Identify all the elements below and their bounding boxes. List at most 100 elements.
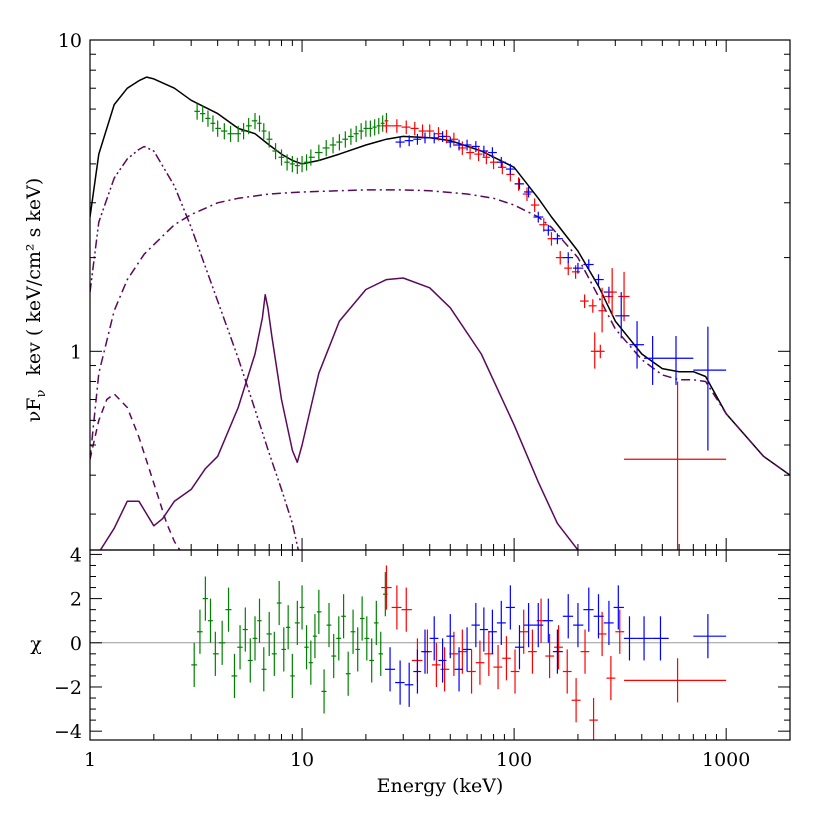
residual-point [543, 598, 553, 643]
spectrum-point [289, 156, 295, 173]
spectrum-point [552, 233, 563, 245]
spectrum-point [353, 125, 359, 143]
residual-point [391, 585, 402, 630]
residual-point [505, 585, 515, 630]
y-tick-label: −4 [54, 721, 82, 743]
spectrum-point [234, 125, 241, 143]
residual-point [562, 594, 574, 639]
spectrum-point [533, 211, 544, 223]
residual-point [271, 631, 277, 676]
residual-point [308, 640, 313, 685]
spectrum-point [418, 124, 427, 138]
spectrum-point [450, 132, 459, 147]
residual-point [237, 625, 243, 670]
residual-point [257, 598, 262, 643]
spectrum-point [372, 119, 377, 136]
y-tick-label: 10 [58, 30, 82, 52]
y-tick-label: 4 [70, 544, 82, 566]
spectrum-point [410, 121, 419, 136]
residual-point [652, 616, 669, 661]
residual-point [326, 603, 332, 648]
residual-point [304, 625, 309, 670]
residual-point [197, 609, 203, 654]
residual-point [290, 653, 295, 699]
residual-point [378, 631, 384, 676]
residual-point [355, 627, 360, 672]
residual-point [421, 629, 430, 674]
residual-point [624, 658, 727, 703]
spectrum-point [482, 150, 490, 165]
spectrum-point [329, 137, 337, 154]
spectrum-point [413, 133, 422, 145]
residual-point [191, 642, 198, 687]
residual-point [554, 625, 563, 670]
residual-point [510, 649, 520, 694]
residual-point [573, 603, 584, 648]
residual-panel: −4 −2 0 2 4 1 10 100 1000 [54, 544, 791, 771]
spectrum-point [348, 128, 354, 145]
residual-point [331, 633, 337, 679]
residual-point [364, 616, 370, 661]
spectrum-point [246, 117, 252, 135]
residual-point [463, 627, 472, 672]
spectrum-point [266, 131, 273, 148]
residual-point [606, 656, 616, 701]
residual-point [552, 629, 563, 674]
spectrum-point [530, 198, 540, 212]
spectrum-point [376, 117, 381, 135]
spectrum-point [644, 335, 661, 385]
residual-point [454, 647, 464, 692]
spectrum-point [257, 115, 262, 132]
spectrum-point [693, 326, 727, 451]
residual-point [519, 609, 529, 654]
spectrum-point [284, 154, 290, 171]
residual-point [524, 603, 534, 648]
residual-point [413, 649, 422, 694]
residual-point [603, 600, 614, 645]
spectrum-panel: 1 10 [58, 30, 791, 551]
spectrum-point [221, 123, 228, 140]
spectrum-point [336, 134, 343, 151]
spectrum-point [421, 132, 430, 144]
residual-axis-ticks: −4 −2 0 2 4 1 10 100 1000 [54, 544, 791, 771]
spectrum-plot-frame [89, 39, 791, 551]
spectrum-point [573, 262, 584, 274]
y-tick-label: 0 [70, 633, 82, 655]
residual-point [404, 662, 414, 707]
residual-point [316, 589, 322, 634]
spectrum-point [539, 218, 548, 232]
spectrum-point [505, 163, 515, 175]
residual-point [294, 600, 300, 645]
y-axis-title-sub: ν [34, 390, 49, 398]
residual-point [276, 580, 282, 626]
spectrum-point [624, 381, 727, 550]
residual-point [623, 616, 637, 661]
residual-point [252, 616, 258, 661]
x-tick-label: 100 [496, 749, 532, 771]
spectrum-point [618, 271, 630, 322]
spectrum-point [514, 178, 525, 190]
residual-point [431, 642, 441, 687]
residual-point [369, 638, 375, 683]
spectrum-point [404, 135, 414, 147]
residual-point [429, 616, 439, 661]
model-curves [90, 76, 790, 550]
spectrum-point [434, 127, 443, 141]
residual-point [281, 627, 286, 672]
spectrum-point [278, 149, 285, 166]
spectrum-point [583, 259, 594, 271]
residual-point [613, 585, 624, 630]
spectrum-point [454, 139, 464, 151]
spectrum-point [463, 139, 472, 151]
residual-point [562, 649, 572, 694]
residual-point [493, 645, 503, 690]
residual-point [218, 620, 226, 665]
spectrum-point [199, 105, 206, 123]
residual-point [341, 594, 346, 639]
spectrum-point [215, 120, 222, 137]
residual-point [502, 636, 511, 681]
spectrum-point [363, 120, 369, 137]
residual-point [514, 625, 525, 670]
residual-point [350, 609, 356, 654]
